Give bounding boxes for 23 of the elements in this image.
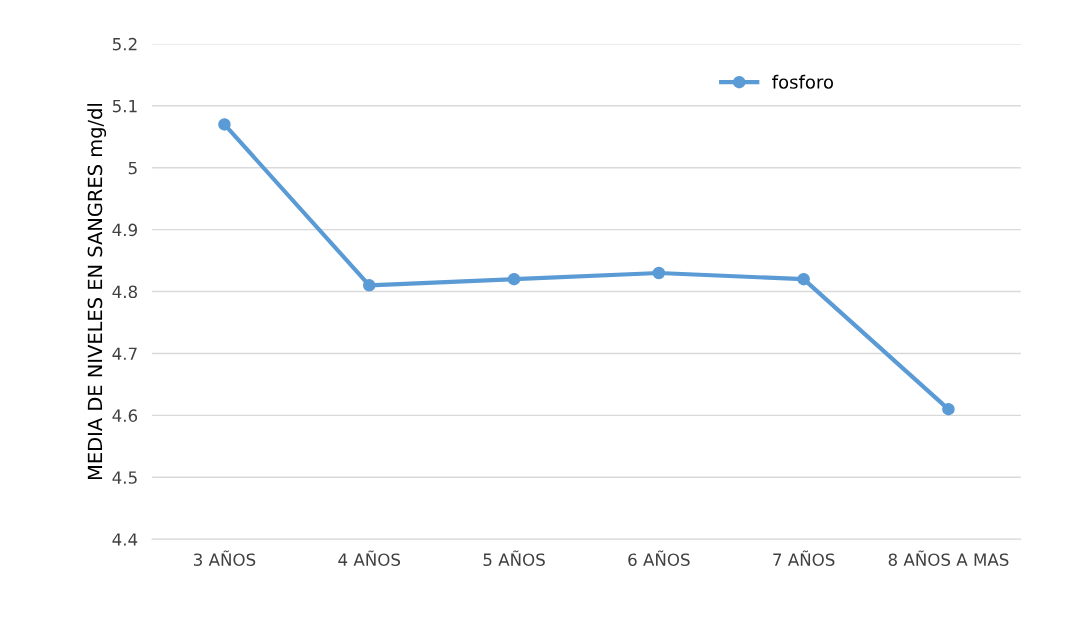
point [507, 272, 521, 286]
legend-label: fosforo [772, 74, 834, 89]
y-tick-label: 4.5 [112, 471, 137, 484]
x-tick-label: 8 AÑOS A MAS [888, 550, 1009, 567]
x-tick-label: 5 AÑOS [483, 550, 545, 567]
y-axis-title: MEDIA DE NIVELES EN SANGRES mg/dl [87, 104, 107, 480]
point [362, 279, 376, 292]
x-tick-label: 4 AÑOS [338, 550, 401, 567]
y-tick-label: 4.8 [112, 285, 138, 299]
point [797, 272, 810, 286]
x-tick-label: 7 AÑOS [773, 550, 835, 567]
x-tick-label: 6 AÑOS [628, 550, 690, 567]
y-tick-label: 5.1 [112, 99, 137, 113]
y-tick-label: 5.2 [112, 37, 137, 51]
y-tick-label: 4.9 [112, 223, 137, 237]
y-tick-label: 4.4 [112, 533, 138, 546]
y-tick-label: 5 [128, 161, 137, 175]
point [942, 402, 955, 416]
x-tick-label: 3 AÑOS [193, 550, 256, 567]
point [652, 266, 666, 280]
y-tick-label: 4.7 [112, 347, 137, 360]
y-tick-label: 4.6 [112, 409, 138, 422]
point [218, 118, 231, 131]
